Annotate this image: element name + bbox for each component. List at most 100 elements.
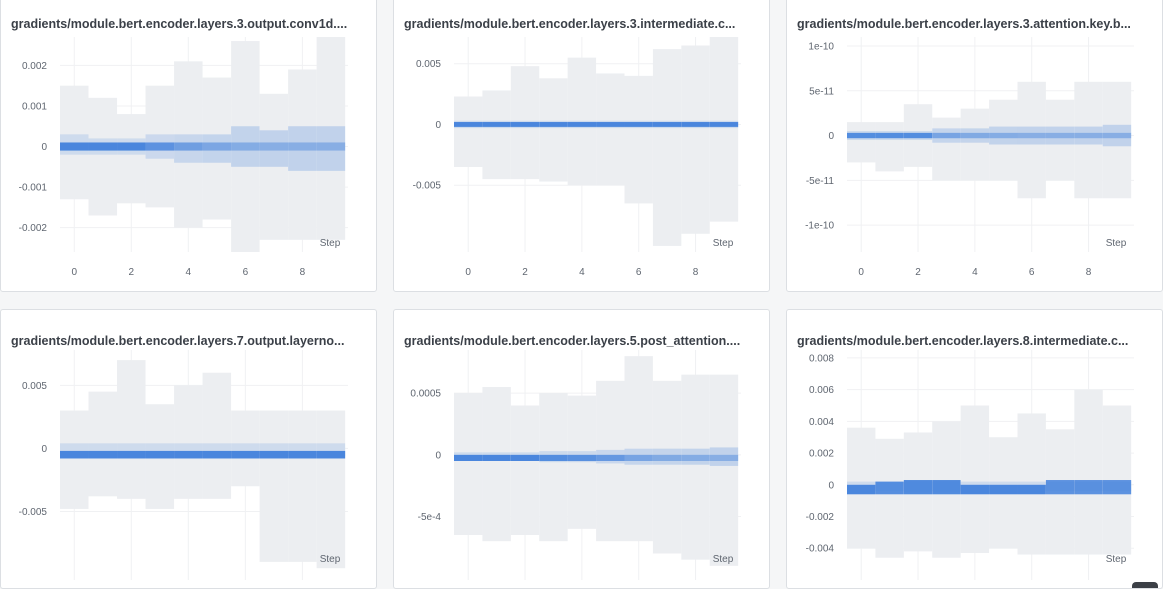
y-tick-label: -1e-10 — [805, 221, 834, 232]
histogram-spread — [1045, 126, 1075, 145]
histogram-density — [288, 142, 317, 151]
histogram-density — [932, 480, 961, 495]
y-tick-label: 1e-10 — [808, 41, 834, 52]
histogram-density — [288, 450, 317, 459]
chart-panel-4[interactable]: gradients/module.bert.encoder.layers.7.o… — [0, 309, 377, 589]
chart-panel-6[interactable]: gradients/module.bert.encoder.layers.8.i… — [786, 309, 1163, 589]
histogram-range — [117, 114, 146, 204]
histogram-range — [1045, 99, 1075, 181]
histogram-range — [567, 395, 597, 529]
histogram-density — [202, 450, 232, 459]
histogram-density — [117, 142, 146, 151]
y-tick-label: -0.005 — [413, 181, 442, 192]
histogram-density — [1017, 484, 1046, 495]
histogram-density — [1074, 480, 1103, 495]
histogram-density — [510, 454, 540, 461]
histogram-range — [316, 410, 346, 569]
histogram-density — [88, 450, 118, 459]
histogram-density — [624, 454, 653, 461]
chart-panel-3[interactable]: gradients/module.bert.encoder.layers.3.a… — [786, 0, 1163, 292]
histogram-range — [624, 356, 653, 542]
histogram-density — [231, 450, 260, 459]
x-axis-label: Step — [1106, 238, 1127, 249]
histogram-density — [960, 484, 990, 495]
y-tick-label: 0.005 — [416, 59, 441, 70]
x-tick-label: 2 — [522, 267, 528, 278]
histogram-density — [709, 454, 739, 461]
y-tick-label: -0.004 — [806, 544, 835, 555]
histogram-density — [903, 480, 933, 495]
histogram-density — [88, 142, 118, 151]
x-axis-label: Step — [320, 238, 341, 249]
histogram-density — [60, 450, 89, 459]
x-tick-label: 2 — [129, 267, 135, 278]
histogram-density — [174, 142, 203, 151]
histogram-range — [875, 122, 904, 172]
histogram-range — [652, 49, 682, 246]
x-tick-label: 8 — [693, 267, 699, 278]
histogram-spread — [288, 126, 317, 171]
histogram-density — [510, 122, 540, 127]
histogram-range — [624, 75, 653, 204]
x-tick-label: 4 — [186, 267, 192, 278]
histogram-spread — [1017, 126, 1046, 145]
histogram-range — [989, 99, 1018, 181]
histogram-density — [482, 454, 511, 461]
y-tick-label: 0 — [828, 480, 834, 491]
histogram-density — [1045, 132, 1075, 139]
histogram-density — [681, 122, 710, 127]
histogram-range — [202, 372, 232, 499]
y-tick-label: -5e-4 — [418, 512, 442, 523]
x-axis-label: Step — [713, 238, 734, 249]
histogram-density — [847, 484, 876, 495]
histogram-chart: 1e-10 5e-11 0 -5e-11 -1e-10 0 2 4 6 8 Step — [805, 37, 1134, 278]
histogram-density — [454, 122, 483, 127]
chart-panel-1[interactable]: gradients/module.bert.encoder.layers.3.o… — [0, 0, 377, 292]
histogram-density — [709, 122, 739, 127]
x-tick-label: 8 — [300, 267, 306, 278]
histogram-density — [202, 142, 232, 151]
chart-panel-5[interactable]: gradients/module.bert.encoder.layers.5.p… — [393, 309, 770, 589]
corner-button[interactable] — [1132, 582, 1158, 588]
histogram-range — [288, 410, 317, 562]
y-tick-label: 5e-11 — [809, 86, 834, 97]
x-tick-label: 0 — [71, 267, 77, 278]
y-tick-label: 0.006 — [809, 385, 834, 396]
histogram-range — [652, 380, 682, 554]
x-tick-label: 0 — [465, 267, 471, 278]
histogram-range — [960, 108, 990, 181]
histogram-chart: 0.0005 0 -5e-4 Step — [410, 350, 741, 580]
x-tick-label: 6 — [243, 267, 249, 278]
x-axis-label: Step — [713, 554, 734, 565]
histogram-density — [989, 484, 1018, 495]
histogram-range — [681, 45, 710, 234]
histogram-chart: 0.005 0 -0.005 0 2 4 6 8 Step — [413, 37, 741, 278]
histogram-range — [681, 374, 710, 560]
histogram-range — [231, 410, 260, 487]
x-axis-label: Step — [320, 554, 341, 565]
histogram-density — [316, 142, 346, 151]
histogram-range — [454, 393, 483, 535]
histogram-range — [510, 405, 540, 535]
histogram-chart: 0.002 0.001 0 -0.001 -0.002 0 2 4 6 8 Step — [19, 37, 348, 278]
y-tick-label: -0.001 — [19, 183, 48, 194]
histogram-spread — [709, 447, 739, 466]
histogram-range — [482, 90, 511, 180]
histogram-density — [875, 132, 904, 139]
histogram-density — [454, 454, 483, 461]
y-tick-label: -0.002 — [19, 223, 48, 234]
x-axis-label: Step — [1106, 554, 1127, 565]
histogram-density — [1017, 132, 1046, 139]
histogram-spread — [1074, 126, 1103, 145]
histogram-range — [932, 117, 961, 181]
chart-panel-2[interactable]: gradients/module.bert.encoder.layers.3.i… — [393, 0, 770, 292]
histogram-range — [1017, 81, 1046, 199]
histogram-density — [259, 450, 289, 459]
histogram-range — [454, 96, 483, 167]
y-tick-label: 0.002 — [809, 449, 834, 460]
histogram-range — [88, 97, 118, 216]
y-tick-label: 0 — [435, 120, 441, 131]
x-tick-label: 4 — [972, 267, 978, 278]
histogram-density — [903, 132, 933, 139]
histogram-density — [117, 450, 146, 459]
